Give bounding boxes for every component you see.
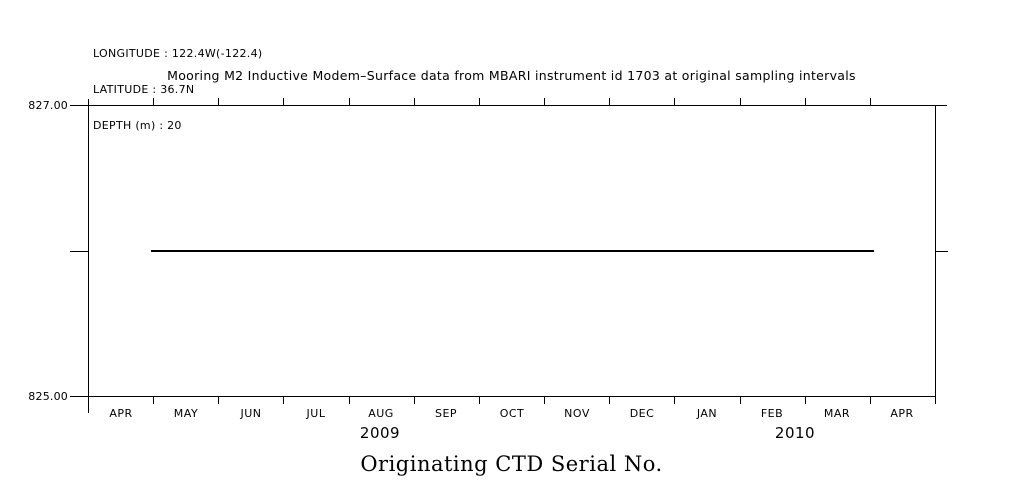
x-tick-bottom xyxy=(479,396,480,404)
plot-border-bottom xyxy=(70,396,935,397)
x-tick-label-mar-11: MAR xyxy=(823,407,851,420)
chart-title: Mooring M2 Inductive Modem–Surface data … xyxy=(167,68,856,83)
x-tick-bottom xyxy=(153,396,154,404)
x-tick-bottom xyxy=(805,396,806,404)
y-axis-label-bottom: 825.00 xyxy=(28,390,68,403)
x-tick-bottom xyxy=(740,396,741,404)
x-tick-top xyxy=(740,98,741,105)
x-tick-top xyxy=(674,98,675,105)
station-info-block: LONGITUDE : 122.4W(-122.4) LATITUDE : 36… xyxy=(93,24,263,156)
x-tick-bottom xyxy=(674,396,675,404)
year-label-2010: 2010 xyxy=(774,424,816,442)
x-tick-bottom xyxy=(609,396,610,404)
x-tick-bottom xyxy=(349,396,350,404)
x-tick-top xyxy=(349,98,350,105)
x-tick-top xyxy=(283,98,284,105)
x-tick-label-jun-2: JUN xyxy=(240,407,262,420)
x-tick-bottom xyxy=(870,396,871,404)
plot-border-right xyxy=(935,105,936,404)
x-tick-top xyxy=(805,98,806,105)
x-tick-bottom xyxy=(544,396,545,404)
x-tick-label-jul-3: JUL xyxy=(306,407,326,420)
x-tick-top xyxy=(218,98,219,105)
x-tick-label-oct-6: OCT xyxy=(499,407,525,420)
year-label-2009: 2009 xyxy=(359,424,401,442)
x-tick-label-dec-8: DEC xyxy=(629,407,655,420)
x-tick-top xyxy=(414,98,415,105)
y-axis-label-top: 827.00 xyxy=(28,99,68,112)
x-tick-label-apr-12: APR xyxy=(890,407,914,420)
x-tick-label-apr-0: APR xyxy=(109,407,133,420)
x-tick-label-feb-10: FEB xyxy=(760,407,784,420)
latitude-label: LATITUDE : 36.7N xyxy=(93,83,195,96)
x-tick-top xyxy=(870,98,871,105)
x-tick-label-aug-4: AUG xyxy=(368,407,394,420)
x-tick-label-nov-7: NOV xyxy=(564,407,590,420)
data-line xyxy=(151,250,874,252)
x-tick-bottom xyxy=(414,396,415,404)
depth-label: DEPTH (m) : 20 xyxy=(93,119,182,132)
x-tick-label-jan-9: JAN xyxy=(696,407,718,420)
y-tick-left xyxy=(70,251,88,252)
x-tick-top xyxy=(479,98,480,105)
x-tick-top xyxy=(544,98,545,105)
x-tick-label-sep-5: SEP xyxy=(434,407,458,420)
x-tick-top xyxy=(609,98,610,105)
x-tick-label-may-1: MAY xyxy=(173,407,199,420)
x-tick-bottom xyxy=(283,396,284,404)
plot-border-left xyxy=(88,99,89,413)
x-tick-top xyxy=(153,98,154,105)
longitude-label: LONGITUDE : 122.4W(-122.4) xyxy=(93,47,263,60)
x-axis-title: Originating CTD Serial No. xyxy=(360,452,663,476)
x-tick-bottom xyxy=(218,396,219,404)
plot-border-top xyxy=(70,105,947,106)
y-tick-right xyxy=(935,251,948,252)
